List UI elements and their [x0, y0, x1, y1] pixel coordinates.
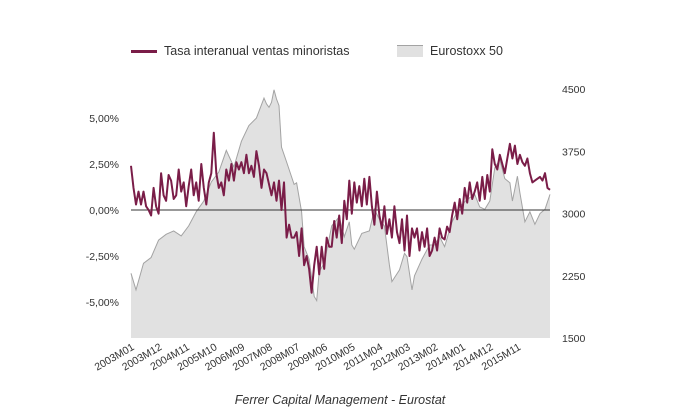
legend-item-retail-sales: Tasa interanual ventas minoristas	[131, 44, 350, 58]
right-axis-tick-label: 3750	[562, 146, 586, 158]
legend-label-retail-sales: Tasa interanual ventas minoristas	[164, 44, 350, 58]
eurostoxx-area-group	[130, 89, 551, 338]
retail-sales-line-group	[130, 131, 551, 294]
left-axis-ticks: 5,00% 2,50% 0,00% -2,50% -5,00%	[86, 113, 119, 309]
left-axis-tick-label: -5,00%	[86, 297, 119, 309]
legend: Tasa interanual ventas minoristas Eurost…	[0, 44, 680, 64]
left-axis-tick-label: 5,00%	[89, 113, 119, 125]
left-axis-tick-label: 0,00%	[89, 205, 119, 217]
x-axis-ticks: 2003M012003M122004M112005M102006M092007M…	[93, 341, 523, 373]
right-axis-tick-label: 3000	[562, 209, 586, 221]
legend-swatch-eurostoxx	[397, 45, 423, 57]
left-axis-tick-label: -2,50%	[86, 251, 119, 263]
legend-swatch-retail-sales	[131, 49, 157, 53]
right-axis-tick-label: 2250	[562, 271, 586, 283]
left-axis-tick-label: 2,50%	[89, 159, 119, 171]
legend-label-eurostoxx: Eurostoxx 50	[430, 44, 503, 58]
right-axis-tick-label: 4500	[562, 84, 586, 96]
eurostoxx-area	[131, 89, 550, 338]
right-axis-ticks: 4500 3750 3000 2250 1500	[562, 84, 586, 345]
chart-caption: Ferrer Capital Management - Eurostat	[234, 393, 446, 407]
right-axis-tick-label: 1500	[562, 333, 586, 345]
eurostoxx-line	[130, 89, 551, 303]
legend-item-eurostoxx: Eurostoxx 50	[397, 44, 503, 58]
retail-sales-line	[130, 131, 551, 294]
